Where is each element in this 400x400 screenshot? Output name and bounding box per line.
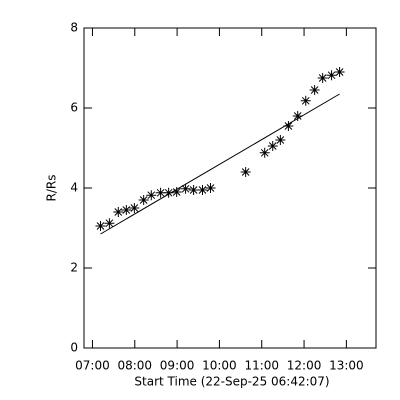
x-axis-label: Start Time (22-Sep-25 06:42:07) bbox=[134, 375, 329, 389]
asterisk-marker bbox=[163, 187, 174, 198]
asterisk-marker bbox=[138, 195, 149, 205]
asterisk-marker bbox=[113, 207, 124, 217]
asterisk-marker bbox=[334, 67, 345, 77]
y-tick-label: 2 bbox=[70, 261, 78, 275]
asterisk-marker bbox=[180, 183, 191, 194]
asterisk-marker bbox=[317, 73, 328, 83]
x-tick-label: 09:00 bbox=[160, 359, 195, 373]
asterisk-marker bbox=[155, 187, 166, 198]
y-tick-label: 8 bbox=[70, 21, 78, 35]
asterisk-marker bbox=[300, 95, 311, 106]
asterisk-marker bbox=[309, 85, 320, 95]
y-tick-label: 6 bbox=[70, 101, 78, 115]
asterisk-marker bbox=[240, 167, 251, 177]
fit-line bbox=[100, 93, 340, 235]
y-tick-label: 0 bbox=[70, 341, 78, 355]
asterisk-marker bbox=[95, 221, 106, 231]
asterisk-marker bbox=[104, 218, 115, 229]
x-tick-label: 11:00 bbox=[244, 359, 279, 373]
asterisk-marker bbox=[275, 135, 286, 145]
asterisk-marker bbox=[129, 203, 140, 213]
asterisk-marker bbox=[267, 141, 278, 151]
asterisk-marker bbox=[146, 190, 157, 201]
asterisk-marker bbox=[171, 187, 182, 197]
y-axis-label: R/Rs bbox=[45, 175, 59, 202]
x-tick-label: 10:00 bbox=[202, 359, 237, 373]
x-tick-label: 13:00 bbox=[329, 359, 364, 373]
asterisk-marker bbox=[283, 121, 294, 131]
asterisk-marker bbox=[259, 147, 270, 158]
x-tick-label: 08:00 bbox=[117, 359, 152, 373]
asterisk-marker bbox=[326, 70, 337, 81]
asterisk-marker bbox=[188, 185, 199, 195]
x-tick-label: 12:00 bbox=[287, 359, 322, 373]
y-tick-label: 4 bbox=[70, 181, 78, 195]
x-tick-label: 07:00 bbox=[75, 359, 110, 373]
asterisk-marker bbox=[292, 111, 303, 121]
asterisk-marker bbox=[205, 183, 216, 193]
asterisk-marker bbox=[197, 185, 208, 195]
asterisk-marker bbox=[121, 205, 132, 215]
